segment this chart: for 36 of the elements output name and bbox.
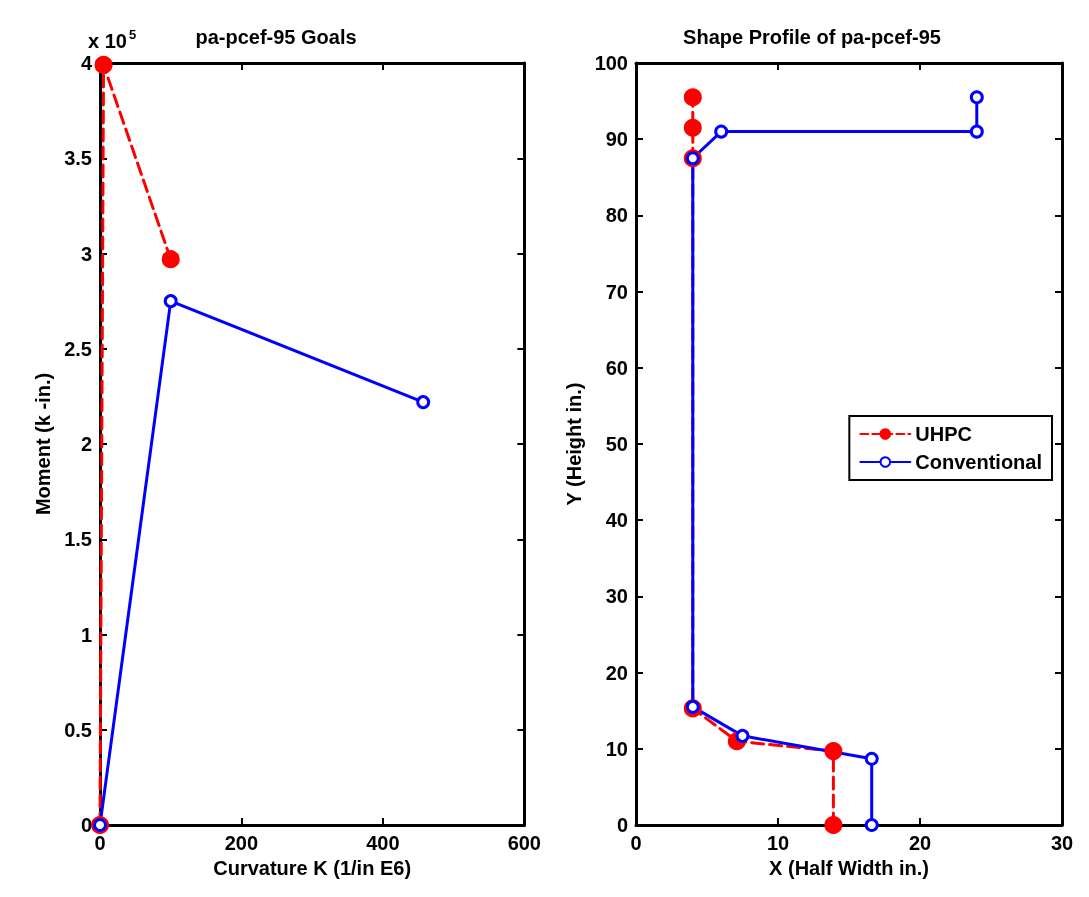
y-axis-title: Y (Height in.)	[562, 382, 585, 506]
y-tick-label: 30	[605, 585, 628, 608]
x-tick-label: 0	[94, 832, 106, 854]
y-tick-label: 0.5	[64, 718, 92, 741]
y-tick-label: 40	[605, 509, 628, 532]
y-tick-label: 50	[605, 433, 628, 455]
y-tick-label: 0	[80, 814, 92, 836]
x-tick-label: 200	[224, 832, 259, 854]
x-tick-label: 30	[1050, 832, 1074, 854]
y-tick-label: 3.5	[64, 147, 92, 170]
x-tick-label: 400	[366, 832, 400, 854]
y-tick-label: 90	[605, 128, 628, 151]
y-tick-label: 60	[605, 356, 628, 379]
y-tick-label: 3	[80, 242, 92, 265]
y-tick-label: 10	[605, 737, 628, 760]
y-tick-label: 70	[605, 280, 628, 303]
legend-label: UHPC	[915, 423, 972, 445]
legend-label: Conventional	[915, 451, 1042, 473]
y-tick-label: 1.5	[64, 528, 92, 551]
chart-title: Shape Profile of pa-pcef-95	[683, 26, 941, 48]
x-axis-title: X (Half Width in.)	[769, 856, 929, 879]
chart-title: pa-pcef-95 Goals	[195, 26, 357, 48]
y-tick-label: 20	[605, 661, 628, 684]
y-tick-label: 4	[80, 52, 93, 74]
x-tick-label: 20	[908, 832, 932, 854]
x-tick-label: 600	[507, 832, 541, 854]
y-tick-label: 0	[616, 814, 628, 836]
y-tick-label: 2	[80, 433, 92, 455]
y-axis-title: Moment (k -in.)	[32, 372, 55, 516]
y-tick-label: 80	[605, 204, 628, 227]
x-tick-label: 10	[766, 832, 790, 854]
y-tick-label: 100	[594, 52, 628, 74]
x-axis-title: Curvature K (1/in E6)	[213, 856, 412, 879]
y-tick-label: 1	[80, 623, 92, 646]
y-tick-label: 2.5	[64, 337, 92, 360]
x-tick-label: 0	[630, 832, 642, 854]
